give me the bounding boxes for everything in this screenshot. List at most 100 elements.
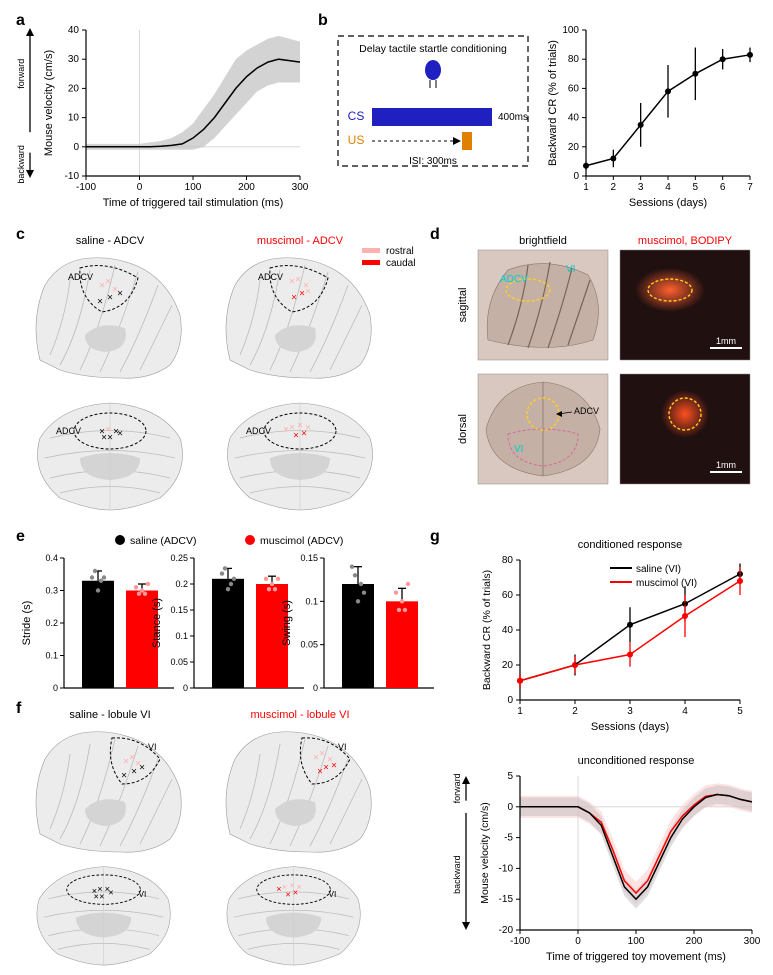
svg-text:×: × — [276, 884, 281, 894]
svg-text:200: 200 — [238, 182, 255, 193]
svg-text:5: 5 — [737, 706, 743, 717]
svg-text:100: 100 — [562, 25, 579, 36]
svg-text:×: × — [285, 890, 290, 900]
svg-text:×: × — [105, 277, 111, 288]
svg-text:ADCV: ADCV — [68, 272, 93, 282]
svg-text:30: 30 — [68, 54, 80, 65]
svg-text:6: 6 — [720, 182, 726, 193]
svg-text:0: 0 — [575, 936, 581, 947]
svg-text:60: 60 — [568, 83, 580, 94]
svg-text:10: 10 — [68, 113, 80, 124]
svg-text:US: US — [348, 133, 365, 147]
svg-text:×: × — [117, 289, 123, 300]
svg-text:Sessions (days): Sessions (days) — [629, 197, 707, 209]
svg-text:×: × — [293, 888, 298, 898]
svg-text:-100: -100 — [76, 182, 96, 193]
svg-text:muscimol - lobule VI: muscimol - lobule VI — [250, 709, 349, 721]
svg-text:0.1: 0.1 — [45, 651, 58, 661]
svg-text:-5: -5 — [504, 833, 513, 844]
svg-text:unconditioned response: unconditioned response — [578, 755, 695, 767]
svg-text:0.3: 0.3 — [45, 586, 58, 596]
svg-text:5: 5 — [507, 771, 513, 782]
svg-text:0: 0 — [573, 171, 579, 182]
svg-text:saline (ADCV): saline (ADCV) — [130, 535, 197, 547]
svg-text:CS: CS — [348, 109, 365, 123]
svg-text:0: 0 — [507, 695, 513, 706]
svg-text:0.1: 0.1 — [305, 596, 318, 606]
svg-text:×: × — [131, 767, 137, 778]
svg-text:60: 60 — [502, 590, 514, 601]
svg-text:×: × — [139, 763, 145, 774]
svg-text:ADCV: ADCV — [56, 426, 81, 436]
svg-text:muscimol (VI): muscimol (VI) — [636, 578, 697, 589]
svg-text:2: 2 — [611, 182, 617, 193]
svg-text:backward: backward — [452, 855, 462, 894]
svg-text:sagittal: sagittal — [457, 288, 469, 323]
svg-text:0: 0 — [53, 683, 58, 693]
svg-text:VI: VI — [329, 890, 337, 899]
svg-text:Stride (s): Stride (s) — [21, 601, 33, 646]
svg-text:20: 20 — [68, 83, 80, 94]
svg-text:dorsal: dorsal — [457, 414, 469, 444]
svg-text:×: × — [331, 761, 337, 772]
svg-text:backward: backward — [16, 145, 26, 184]
svg-text:VI: VI — [566, 264, 575, 275]
svg-text:Time of triggered toy movement: Time of triggered toy movement (ms) — [546, 951, 726, 963]
svg-text:0.2: 0.2 — [45, 618, 58, 628]
svg-text:1mm: 1mm — [716, 336, 736, 346]
svg-text:×: × — [293, 431, 299, 442]
svg-text:×: × — [99, 891, 104, 901]
svg-text:2: 2 — [572, 706, 578, 717]
svg-text:Swing (s): Swing (s) — [281, 600, 293, 646]
svg-text:muscimol (ADCV): muscimol (ADCV) — [260, 535, 343, 547]
svg-text:saline - ADCV: saline - ADCV — [76, 235, 145, 247]
svg-text:×: × — [107, 433, 113, 444]
svg-text:×: × — [97, 297, 103, 308]
svg-text:VI: VI — [139, 890, 147, 899]
svg-text:1: 1 — [517, 706, 523, 717]
svg-text:muscimol, BODIPY: muscimol, BODIPY — [638, 235, 733, 247]
svg-text:ADCV: ADCV — [246, 426, 271, 436]
svg-text:0: 0 — [507, 802, 513, 813]
svg-text:1: 1 — [583, 182, 589, 193]
svg-text:100: 100 — [185, 182, 202, 193]
svg-text:VI: VI — [514, 444, 523, 455]
svg-text:80: 80 — [568, 54, 580, 65]
svg-text:×: × — [107, 293, 113, 304]
svg-text:Mouse velocity (cm/s): Mouse velocity (cm/s) — [43, 50, 55, 156]
svg-text:muscimol - ADCV: muscimol - ADCV — [257, 235, 344, 247]
svg-text:300: 300 — [744, 936, 761, 947]
svg-text:VI: VI — [338, 742, 347, 752]
svg-text:×: × — [291, 293, 297, 304]
svg-text:4: 4 — [682, 706, 688, 717]
svg-text:-10: -10 — [65, 171, 80, 182]
svg-text:20: 20 — [568, 142, 580, 153]
svg-text:saline (VI): saline (VI) — [636, 564, 681, 575]
svg-text:5: 5 — [693, 182, 699, 193]
svg-text:40: 40 — [568, 113, 580, 124]
svg-text:forward: forward — [16, 59, 26, 89]
svg-text:Time of triggered tail stimula: Time of triggered tail stimulation (ms) — [103, 197, 284, 209]
svg-text:-100: -100 — [510, 936, 530, 947]
svg-text:saline - lobule VI: saline - lobule VI — [69, 709, 150, 721]
svg-text:0.4: 0.4 — [45, 553, 58, 563]
svg-text:Mouse velocity (cm/s): Mouse velocity (cm/s) — [479, 802, 491, 904]
svg-text:×: × — [121, 771, 127, 782]
svg-text:0.1: 0.1 — [175, 631, 188, 641]
svg-text:7: 7 — [747, 182, 753, 193]
svg-text:-20: -20 — [499, 925, 514, 936]
svg-text:20: 20 — [502, 660, 514, 671]
svg-text:1mm: 1mm — [716, 460, 736, 470]
svg-text:100: 100 — [628, 936, 645, 947]
svg-text:0.15: 0.15 — [170, 605, 188, 615]
svg-text:4: 4 — [665, 182, 671, 193]
svg-text:0: 0 — [183, 683, 188, 693]
svg-text:40: 40 — [502, 625, 514, 636]
figure-svg: -1000100200300-10010203040Time of trigge… — [0, 0, 773, 975]
svg-text:0.15: 0.15 — [300, 553, 318, 563]
svg-text:×: × — [295, 275, 301, 286]
svg-text:Sessions (days): Sessions (days) — [591, 721, 669, 733]
svg-text:-15: -15 — [499, 894, 514, 905]
svg-text:0.05: 0.05 — [300, 640, 318, 650]
svg-text:0.2: 0.2 — [175, 579, 188, 589]
